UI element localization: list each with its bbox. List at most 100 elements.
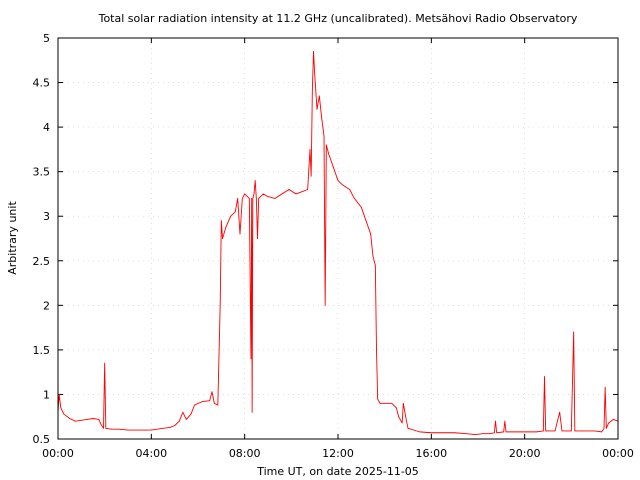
- data-point: [250, 358, 252, 360]
- data-point: [465, 433, 467, 435]
- y-tick-label: 3.5: [33, 166, 51, 179]
- data-point: [222, 238, 223, 239]
- data-point: [337, 180, 339, 181]
- data-point: [603, 427, 605, 429]
- data-point: [503, 431, 505, 433]
- data-point: [239, 233, 241, 235]
- data-point: [376, 349, 377, 351]
- data-point: [127, 429, 129, 431]
- data-point: [379, 402, 381, 404]
- data-point: [307, 189, 309, 190]
- data-point: [524, 431, 526, 433]
- y-tick-label: 1.5: [33, 344, 51, 357]
- data-point: [370, 233, 372, 235]
- data-point: [103, 427, 104, 429]
- y-tick-label: 5: [43, 32, 50, 45]
- data-point: [323, 135, 325, 137]
- data-point: [169, 427, 171, 428]
- data-point: [60, 407, 62, 409]
- data-point: [504, 420, 506, 422]
- data-point: [475, 434, 477, 435]
- data-point: [349, 189, 351, 190]
- data-point: [353, 198, 355, 199]
- data-point: [310, 175, 312, 177]
- data-point: [194, 404, 195, 406]
- data-point: [321, 117, 323, 119]
- data-point: [257, 238, 258, 239]
- data-point: [234, 211, 236, 213]
- data-point: [219, 304, 221, 306]
- data-point: [311, 91, 313, 92]
- data-point: [98, 419, 100, 420]
- data-point: [63, 413, 65, 415]
- data-point: [104, 362, 106, 364]
- data-point: [262, 193, 264, 195]
- data-point: [248, 198, 250, 199]
- data-point: [482, 433, 484, 435]
- data-point: [281, 193, 283, 195]
- data-point: [582, 430, 584, 432]
- data-point: [559, 411, 561, 413]
- data-point: [220, 220, 222, 222]
- data-point: [505, 431, 507, 433]
- y-tick-label: 2: [43, 299, 50, 312]
- y-tick-label: 4.5: [33, 77, 51, 90]
- data-point: [324, 304, 326, 306]
- data-point: [252, 198, 254, 199]
- data-point: [302, 190, 304, 192]
- data-point: [493, 432, 495, 434]
- chart-title: Total solar radiation intensity at 11.2 …: [98, 12, 578, 25]
- data-point: [202, 401, 204, 402]
- x-tick-label: 08:00: [229, 447, 261, 460]
- data-point: [100, 424, 102, 426]
- data-point: [111, 428, 113, 430]
- data-point: [318, 95, 320, 97]
- data-point: [118, 428, 120, 430]
- data-point: [372, 255, 374, 257]
- data-point: [342, 184, 344, 186]
- data-point: [314, 73, 316, 75]
- data-point: [545, 430, 547, 432]
- data-point: [332, 166, 334, 168]
- data-point: [325, 144, 327, 146]
- data-point: [288, 189, 290, 190]
- data-point: [139, 429, 141, 431]
- x-tick-label: 00:00: [602, 447, 634, 460]
- data-point: [512, 431, 514, 433]
- data-point: [496, 432, 498, 434]
- data-point: [150, 429, 152, 431]
- x-tick-label: 00:00: [42, 447, 74, 460]
- data-point: [594, 430, 596, 432]
- x-tick-label: 20:00: [509, 447, 541, 460]
- data-point: [395, 407, 397, 409]
- x-tick-label: 04:00: [135, 447, 167, 460]
- data-point: [178, 420, 180, 422]
- data-point: [542, 430, 544, 432]
- data-point: [384, 402, 386, 404]
- data-point: [377, 398, 379, 400]
- data-point: [574, 430, 576, 432]
- data-point: [442, 432, 444, 434]
- y-tick-label: 3: [43, 210, 50, 223]
- data-point: [86, 419, 88, 420]
- data-point: [213, 402, 215, 404]
- data-point: [374, 264, 376, 266]
- data-point: [274, 198, 276, 199]
- data-point: [402, 402, 404, 404]
- plot-frame: [57, 37, 619, 440]
- plot-area: [57, 50, 619, 435]
- data-point: [554, 430, 556, 432]
- axis-ticks: 0.5 1 1.5 2 2.5 3 3.5 4 4.5 5 00:00 04:00 08:00 12:00…: [33, 32, 634, 460]
- data-point: [244, 193, 246, 195]
- data-point: [258, 198, 260, 199]
- data-point: [241, 198, 243, 199]
- data-point: [398, 416, 400, 418]
- data-point: [309, 148, 311, 150]
- data-point: [251, 198, 253, 199]
- data-point: [419, 431, 421, 433]
- data-point: [313, 50, 314, 52]
- data-point: [254, 180, 256, 181]
- data-point: [391, 402, 393, 404]
